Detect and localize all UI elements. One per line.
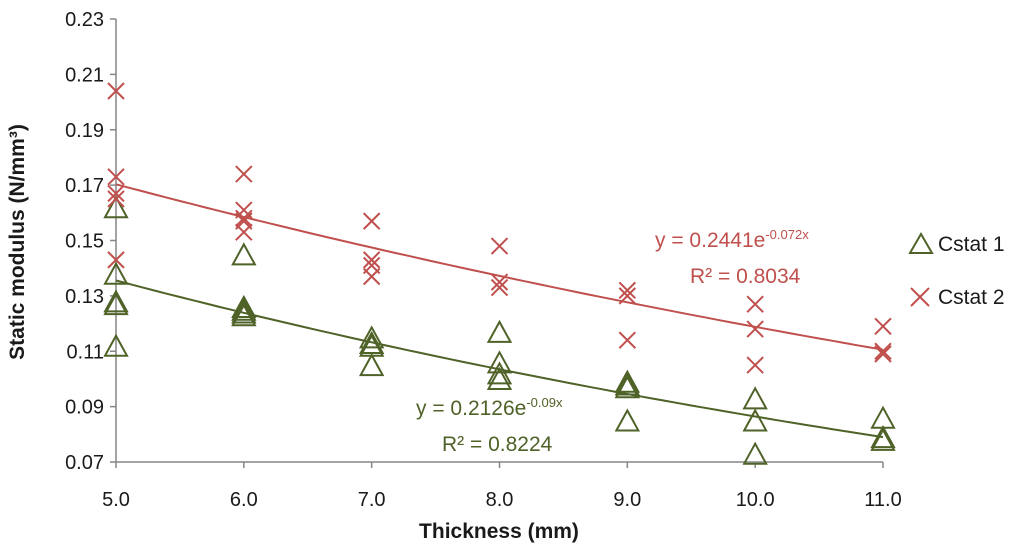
data-point-cstat2 bbox=[107, 184, 125, 203]
cstat1-r-squared: R² = 0.8224 bbox=[442, 433, 553, 456]
data-point-cstat2 bbox=[235, 209, 253, 228]
y-tick-label: 0.15 bbox=[65, 231, 104, 253]
data-point-cstat1 bbox=[358, 353, 385, 377]
cstat2-equation: y = 0.2441e-0.072x bbox=[655, 227, 809, 252]
data-point-cstat2 bbox=[618, 287, 637, 305]
data-point-cstat2 bbox=[618, 331, 637, 349]
data-point-cstat2 bbox=[235, 165, 253, 183]
data-point-cstat2 bbox=[874, 342, 892, 360]
x-tick-label: 5.0 bbox=[102, 489, 130, 511]
data-point-cstat2 bbox=[107, 190, 125, 208]
y-tick-label: 0.09 bbox=[65, 397, 104, 419]
legend: Cstat 1 Cstat 2 bbox=[908, 232, 1005, 309]
x-tick-label: 11.0 bbox=[864, 489, 901, 511]
axes-layer: 0.07 0.09 0.11 0.13 0.15 0.17 0.19 0.21 0.23 5.0 6… bbox=[65, 9, 902, 511]
cstat2-equation-exponent: -0.072x bbox=[765, 227, 809, 242]
legend-cross-icon bbox=[910, 287, 930, 307]
data-point-cstat1 bbox=[231, 300, 257, 324]
data-point-cstat2 bbox=[235, 223, 253, 241]
data-point-cstat1 bbox=[870, 405, 896, 429]
data-point-cstat2 bbox=[107, 82, 125, 100]
cstat2-r-squared: R² = 0.8034 bbox=[690, 265, 801, 288]
points-layer bbox=[103, 82, 896, 465]
data-point-cstat2 bbox=[362, 212, 381, 230]
x-tick-label: 10.0 bbox=[736, 489, 775, 511]
data-point-cstat1 bbox=[103, 261, 129, 285]
data-point-cstat1 bbox=[614, 408, 641, 432]
cstat1-equation-base: y = 0.2126e bbox=[416, 397, 526, 420]
x-tick-label: 8.0 bbox=[486, 489, 514, 511]
data-point-cstat1 bbox=[742, 408, 768, 432]
data-point-cstat1 bbox=[103, 292, 129, 316]
y-tick-label: 0.07 bbox=[65, 452, 104, 474]
data-point-cstat1 bbox=[231, 303, 257, 327]
y-tick-label: 0.23 bbox=[65, 9, 104, 31]
data-point-cstat2 bbox=[746, 320, 764, 338]
x-tick-label: 7.0 bbox=[358, 489, 386, 511]
data-point-cstat2 bbox=[746, 356, 764, 374]
y-axis-title: Static modulus (N/mm³) bbox=[6, 124, 29, 360]
data-point-cstat2 bbox=[746, 295, 764, 313]
data-point-cstat2 bbox=[362, 251, 381, 269]
data-point-cstat1 bbox=[486, 366, 513, 390]
data-point-cstat1 bbox=[742, 386, 768, 410]
x-axis-title: Thickness (mm) bbox=[419, 520, 579, 543]
data-point-cstat1 bbox=[358, 330, 385, 354]
legend-triangle-icon bbox=[908, 232, 934, 254]
y-tick-label: 0.21 bbox=[65, 64, 104, 86]
data-point-cstat1 bbox=[103, 195, 129, 219]
x-tick-label: 6.0 bbox=[230, 489, 258, 511]
data-point-cstat2 bbox=[874, 345, 892, 363]
data-point-cstat1 bbox=[614, 372, 641, 396]
data-point-cstat2 bbox=[490, 278, 509, 297]
data-point-cstat1 bbox=[870, 427, 896, 451]
y-tick-label: 0.13 bbox=[65, 286, 104, 308]
y-tick-label: 0.11 bbox=[67, 341, 104, 363]
data-point-cstat1 bbox=[358, 325, 385, 349]
data-point-cstat2 bbox=[490, 273, 509, 291]
data-point-cstat2 bbox=[490, 237, 509, 255]
data-point-cstat1 bbox=[231, 294, 257, 318]
data-point-cstat2 bbox=[107, 251, 125, 269]
data-point-cstat1 bbox=[103, 333, 129, 357]
cstat1-equation-exponent: -0.09x bbox=[526, 395, 563, 410]
data-point-cstat1 bbox=[103, 289, 129, 313]
cstat1-equation: y = 0.2126e-0.09x bbox=[416, 395, 563, 420]
data-point-cstat2 bbox=[874, 317, 892, 336]
data-point-cstat1 bbox=[231, 297, 257, 321]
data-point-cstat1 bbox=[486, 319, 513, 343]
data-point-cstat2 bbox=[618, 281, 637, 300]
legend-label-cstat1: Cstat 1 bbox=[938, 233, 1005, 256]
data-point-cstat1 bbox=[231, 242, 257, 266]
y-tick-label: 0.19 bbox=[65, 120, 104, 142]
data-point-cstat1 bbox=[614, 375, 641, 399]
cstat2-equation-base: y = 0.2441e bbox=[655, 229, 765, 252]
data-point-cstat1 bbox=[614, 369, 641, 393]
data-point-cstat1 bbox=[870, 425, 896, 449]
data-point-cstat1 bbox=[486, 350, 513, 374]
data-point-cstat1 bbox=[486, 361, 513, 385]
data-point-cstat2 bbox=[362, 267, 381, 286]
y-tick-label: 0.17 bbox=[65, 175, 104, 197]
x-tick-label: 9.0 bbox=[613, 489, 641, 511]
data-point-cstat1 bbox=[742, 441, 768, 465]
legend-label-cstat2: Cstat 2 bbox=[938, 286, 1005, 309]
data-point-cstat2 bbox=[107, 168, 125, 186]
